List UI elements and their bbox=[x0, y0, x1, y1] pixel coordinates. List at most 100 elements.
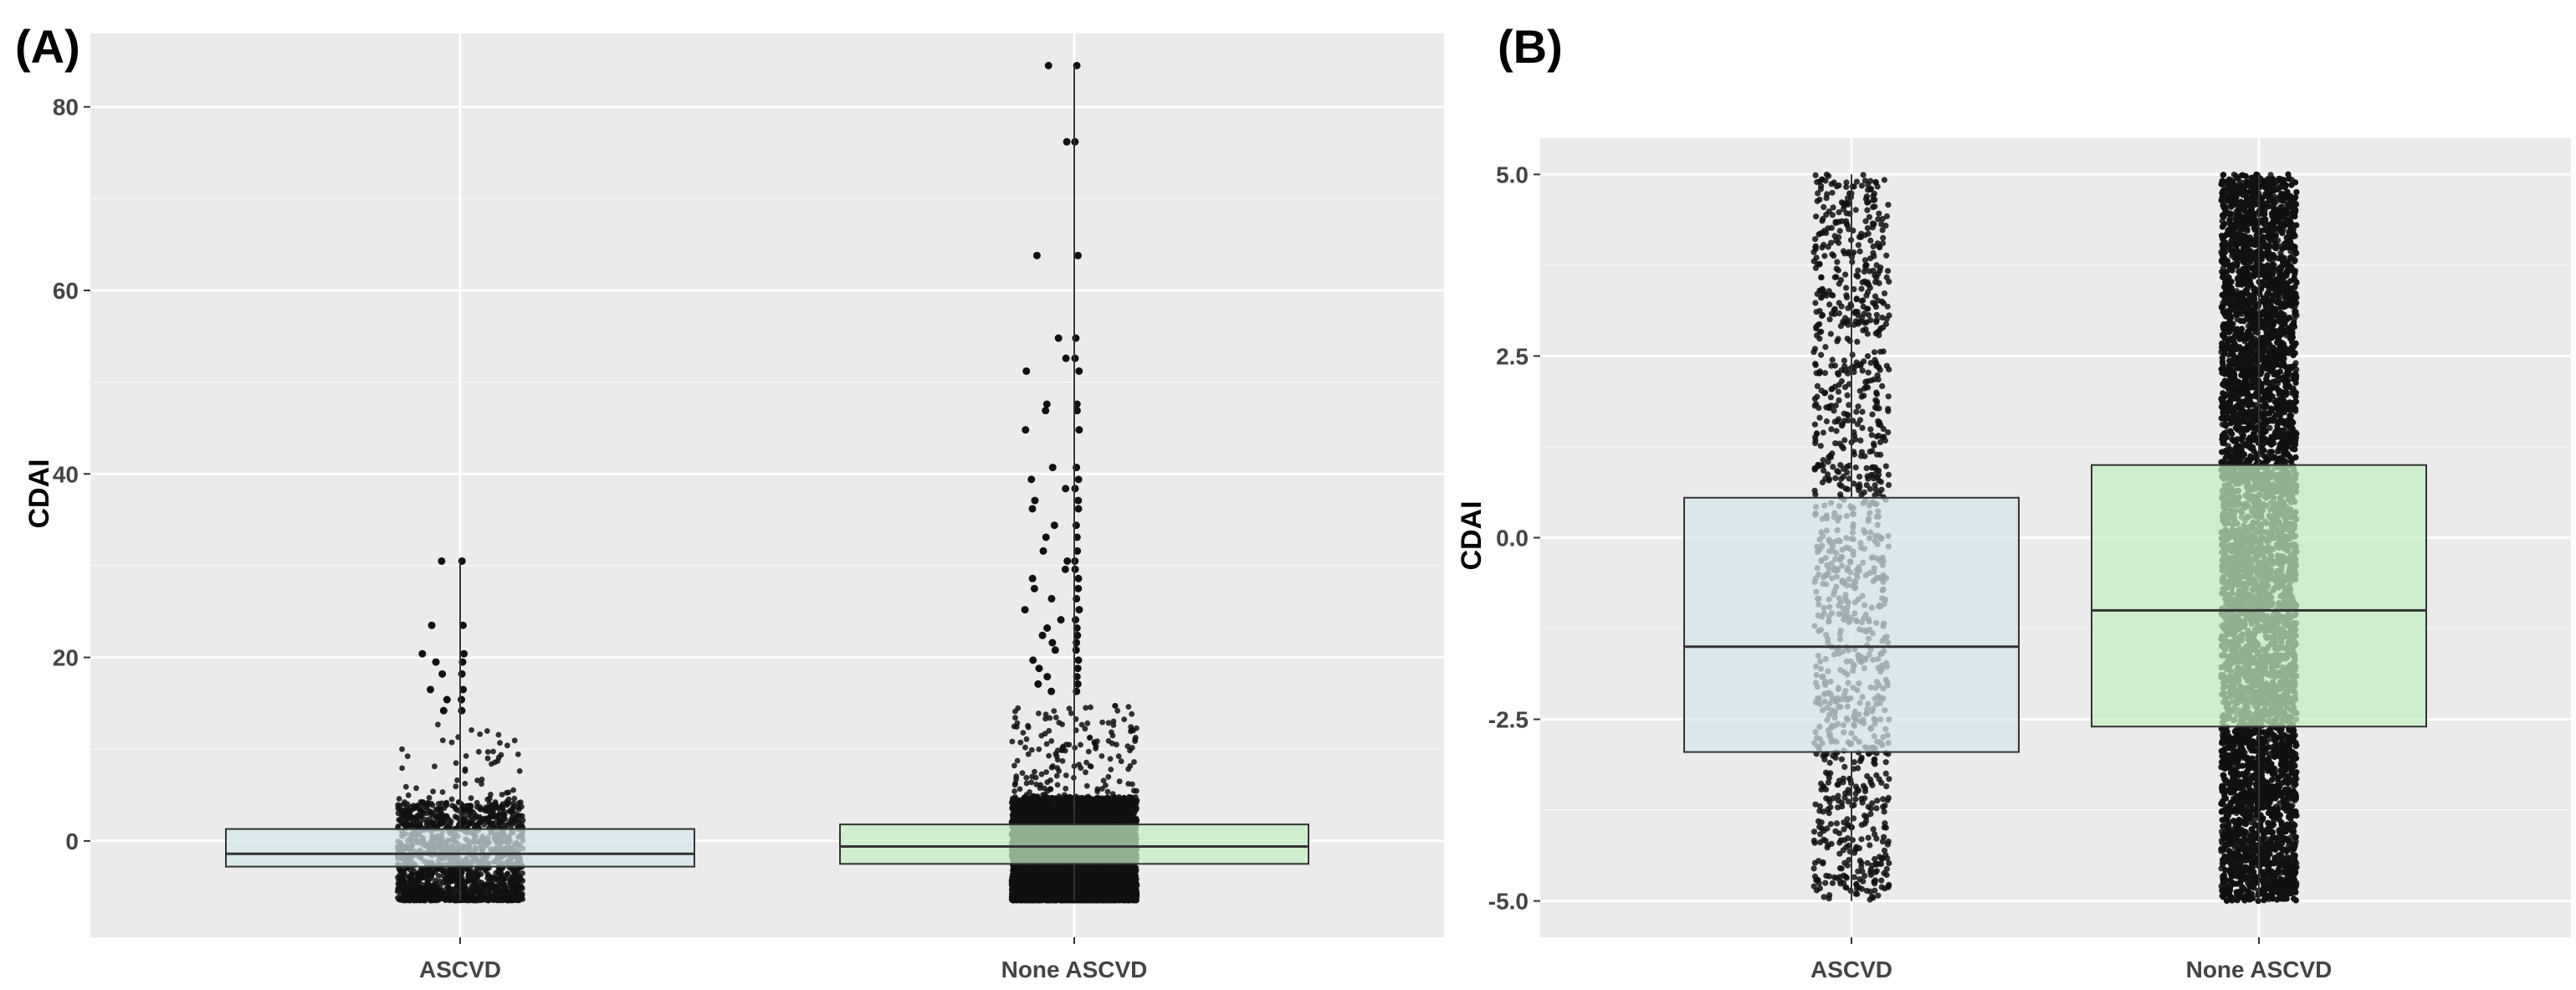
data-point bbox=[428, 809, 434, 815]
panel-a-plot-background bbox=[90, 33, 1444, 937]
data-point bbox=[1132, 735, 1139, 741]
data-point bbox=[399, 765, 405, 772]
data-point bbox=[515, 751, 521, 757]
data-point bbox=[1014, 757, 1021, 764]
data-point bbox=[402, 783, 409, 790]
data-point bbox=[396, 796, 402, 802]
data-point bbox=[452, 813, 458, 820]
data-point bbox=[397, 817, 404, 823]
data-point bbox=[1099, 719, 1105, 726]
data-point bbox=[452, 897, 458, 904]
data-point bbox=[485, 873, 492, 880]
data-point bbox=[510, 787, 516, 793]
data-point bbox=[1043, 741, 1050, 747]
data-point bbox=[1047, 777, 1053, 783]
data-point bbox=[470, 809, 477, 816]
data-point bbox=[426, 888, 433, 895]
data-point bbox=[517, 799, 524, 806]
data-point bbox=[449, 803, 455, 808]
data-point bbox=[511, 869, 517, 875]
data-point bbox=[499, 805, 504, 811]
outlier-point bbox=[443, 695, 451, 704]
data-point bbox=[413, 785, 419, 792]
outlier-point bbox=[458, 669, 466, 678]
data-point bbox=[516, 819, 522, 826]
outlier-point bbox=[432, 658, 440, 666]
data-point bbox=[439, 889, 445, 895]
data-point bbox=[1088, 704, 1093, 710]
data-point bbox=[468, 803, 474, 809]
data-point bbox=[1078, 765, 1084, 772]
data-point bbox=[469, 819, 475, 826]
data-point bbox=[475, 748, 482, 755]
data-point bbox=[469, 874, 476, 880]
data-point bbox=[414, 803, 421, 808]
outlier-point bbox=[458, 695, 466, 704]
data-point bbox=[402, 810, 409, 817]
data-point bbox=[1043, 769, 1049, 775]
data-point bbox=[1048, 738, 1055, 744]
data-point bbox=[516, 806, 522, 813]
data-point bbox=[400, 877, 407, 883]
data-point bbox=[1083, 769, 1088, 776]
data-point bbox=[425, 878, 431, 885]
data-point bbox=[443, 820, 448, 826]
outlier-point bbox=[418, 649, 427, 658]
data-point bbox=[430, 788, 436, 795]
data-point bbox=[448, 796, 455, 803]
data-point bbox=[395, 875, 401, 880]
data-point bbox=[1036, 710, 1042, 716]
outlier-point bbox=[428, 621, 436, 629]
outlier-point bbox=[438, 669, 447, 678]
data-point bbox=[458, 897, 464, 904]
data-point bbox=[518, 884, 525, 890]
data-point bbox=[477, 731, 484, 737]
data-point bbox=[483, 896, 489, 903]
data-point bbox=[397, 868, 403, 875]
data-point bbox=[1129, 710, 1135, 717]
outlier-point bbox=[426, 685, 434, 694]
data-point bbox=[405, 792, 412, 798]
data-point bbox=[489, 813, 495, 820]
data-point bbox=[1011, 782, 1018, 788]
data-point bbox=[507, 880, 513, 885]
data-point bbox=[437, 884, 443, 890]
data-point bbox=[1023, 774, 1030, 781]
data-point bbox=[479, 781, 484, 787]
data-point bbox=[1046, 752, 1052, 759]
data-point bbox=[491, 884, 497, 890]
data-point bbox=[435, 873, 442, 879]
data-point bbox=[427, 815, 433, 822]
data-point bbox=[502, 884, 508, 890]
data-point bbox=[409, 818, 416, 824]
data-point bbox=[408, 879, 414, 885]
data-point bbox=[447, 822, 453, 828]
data-point bbox=[399, 746, 405, 752]
data-point bbox=[504, 801, 510, 808]
data-point bbox=[453, 869, 459, 875]
data-point bbox=[442, 896, 448, 903]
data-point bbox=[428, 869, 434, 875]
data-point bbox=[462, 781, 469, 787]
data-point bbox=[495, 731, 502, 738]
data-point bbox=[405, 885, 411, 890]
data-point bbox=[441, 805, 448, 811]
data-point bbox=[1037, 785, 1043, 792]
data-point bbox=[1025, 751, 1032, 757]
data-point bbox=[497, 740, 503, 746]
data-point bbox=[1105, 773, 1112, 780]
data-point bbox=[1078, 721, 1085, 728]
data-point bbox=[504, 870, 511, 877]
data-point bbox=[469, 727, 474, 733]
data-point bbox=[475, 894, 482, 900]
data-point bbox=[420, 810, 427, 816]
data-point bbox=[484, 749, 491, 755]
data-point bbox=[1107, 756, 1114, 762]
data-point bbox=[1012, 715, 1018, 721]
data-point bbox=[452, 877, 458, 884]
data-point bbox=[432, 763, 438, 770]
data-point bbox=[508, 816, 515, 823]
data-point bbox=[470, 895, 477, 902]
data-point bbox=[1025, 722, 1031, 729]
